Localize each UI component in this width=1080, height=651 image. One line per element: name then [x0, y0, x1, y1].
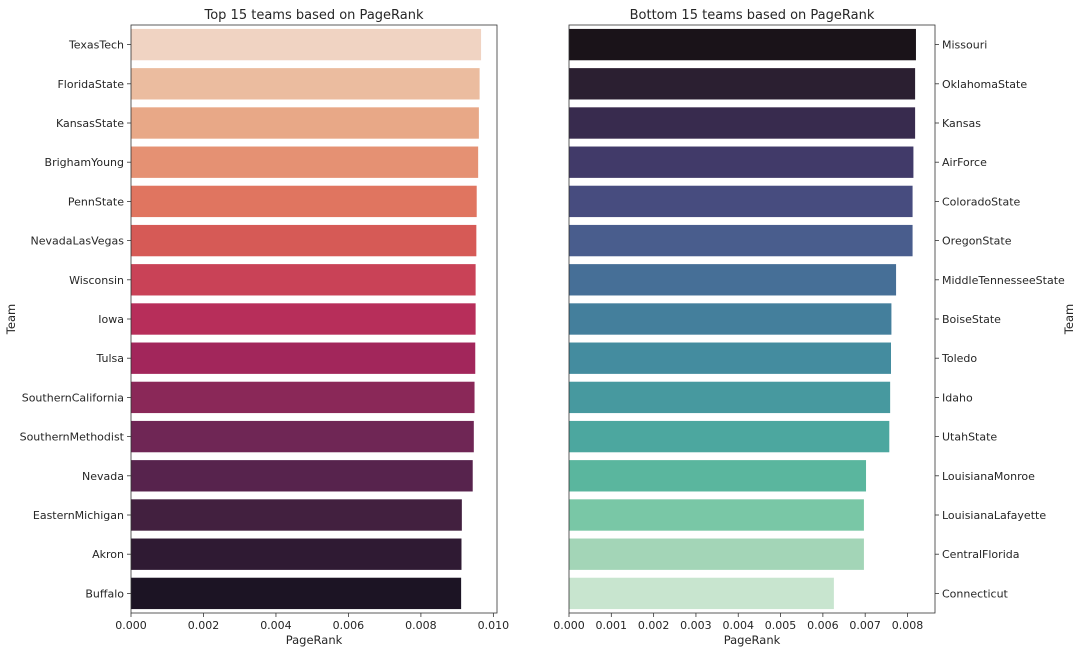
y-tick-label: TexasTech — [68, 39, 124, 52]
y-tick-label: Missouri — [942, 39, 987, 52]
x-tick-label: 0.004 — [722, 619, 754, 632]
x-tick-label: 0.007 — [849, 619, 881, 632]
bar-CentralFlorida — [569, 538, 864, 570]
x-tick-label: 0.000 — [553, 619, 585, 632]
y-tick-label: NevadaLasVegas — [31, 235, 125, 248]
y-tick-label: Kansas — [942, 117, 981, 130]
y-tick-label: OregonState — [942, 235, 1012, 248]
bar-SouthernCalifornia — [131, 381, 475, 414]
x-axis-label: PageRank — [286, 633, 343, 647]
y-tick-label: CentralFlorida — [942, 548, 1019, 561]
bar-AirForce — [569, 146, 914, 178]
bar-Missouri — [569, 28, 916, 61]
x-tick-label: 0.008 — [405, 619, 437, 632]
bar-EasternMichigan — [131, 499, 462, 531]
x-tick-label: 0.003 — [680, 619, 712, 632]
x-tick-label: 0.005 — [765, 619, 797, 632]
x-tick-label: 0.002 — [188, 619, 220, 632]
y-tick-label: Wisconsin — [69, 274, 124, 287]
x-tick-label: 0.002 — [638, 619, 670, 632]
y-tick-label: LouisianaLafayette — [942, 509, 1046, 522]
chart-bottom-teams: Missouri OklahomaState Kansas AirForce Color… — [553, 8, 1076, 647]
y-tick-label: FloridaState — [57, 78, 124, 91]
y-tick-label: Iowa — [98, 313, 124, 326]
y-tick-label: Tulsa — [95, 352, 124, 365]
chart-title: Bottom 15 teams based on PageRank — [630, 8, 875, 23]
bar-Kansas — [569, 107, 916, 139]
y-tick-label: KansasState — [56, 117, 124, 130]
y-tick-label: SouthernCalifornia — [22, 391, 124, 404]
x-tick-label: 0.008 — [892, 619, 924, 632]
y-tick-label: ColoradoState — [942, 195, 1021, 208]
bar-Nevada — [131, 460, 473, 492]
y-tick-label: LouisianaMonroe — [942, 470, 1035, 483]
x-axis-label: PageRank — [724, 633, 781, 647]
bar-OregonState — [569, 224, 913, 257]
bar-Wisconsin — [131, 264, 476, 296]
bar-Iowa — [131, 303, 476, 335]
y-tick-label: Nevada — [82, 470, 124, 483]
y-tick-label: EasternMichigan — [33, 509, 124, 522]
bar-Tulsa — [131, 342, 476, 374]
bar-BrighamYoung — [131, 146, 479, 178]
bar-LouisianaMonroe — [569, 460, 867, 492]
y-tick-label: Toledo — [941, 352, 977, 365]
bar-TexasTech — [131, 28, 482, 61]
y-tick-label: Buffalo — [85, 587, 124, 600]
bar-LouisianaLafayette — [569, 499, 864, 531]
y-tick-label: MiddleTennesseeState — [942, 274, 1065, 287]
x-tick-label: 0.006 — [333, 619, 365, 632]
bar-Idaho — [569, 381, 891, 414]
bar-UtahState — [569, 420, 890, 453]
y-axis-label: Team — [1062, 304, 1076, 335]
bar-ColoradoState — [569, 185, 913, 218]
y-tick-label: Idaho — [942, 391, 973, 404]
bar-FloridaState — [131, 68, 480, 100]
y-tick-label: PennState — [68, 195, 124, 208]
bar-Akron — [131, 538, 462, 570]
bar-BoiseState — [569, 303, 892, 335]
bar-SouthernMethodist — [131, 420, 474, 453]
y-tick-label: UtahState — [942, 431, 997, 444]
y-axis-label: Team — [4, 304, 18, 335]
bar-Connecticut — [569, 577, 834, 610]
y-tick-label: BrighamYoung — [45, 156, 124, 169]
y-tick-label: AirForce — [942, 156, 987, 169]
bar-KansasState — [131, 107, 479, 139]
bar-MiddleTennesseeState — [569, 264, 897, 296]
x-tick-label: 0.001 — [596, 619, 628, 632]
y-tick-label: BoiseState — [942, 313, 1001, 326]
bar-Toledo — [569, 342, 891, 374]
bar-Buffalo — [131, 577, 462, 610]
bar-PennState — [131, 185, 477, 218]
y-tick-label: Akron — [92, 548, 124, 561]
y-tick-label: SouthernMethodist — [20, 431, 125, 444]
chart-title: Top 15 teams based on PageRank — [203, 8, 423, 23]
x-tick-label: 0.010 — [478, 619, 510, 632]
bar-OklahomaState — [569, 68, 916, 100]
x-tick-label: 0.006 — [807, 619, 839, 632]
y-tick-label: Connecticut — [942, 587, 1009, 600]
bar-NevadaLasVegas — [131, 224, 477, 257]
y-tick-label: OklahomaState — [942, 78, 1027, 91]
chart-top-teams: TexasTech FloridaState KansasState BrighamY… — [4, 8, 509, 647]
x-tick-label: 0.004 — [260, 619, 292, 632]
x-tick-label: 0.000 — [115, 619, 147, 632]
